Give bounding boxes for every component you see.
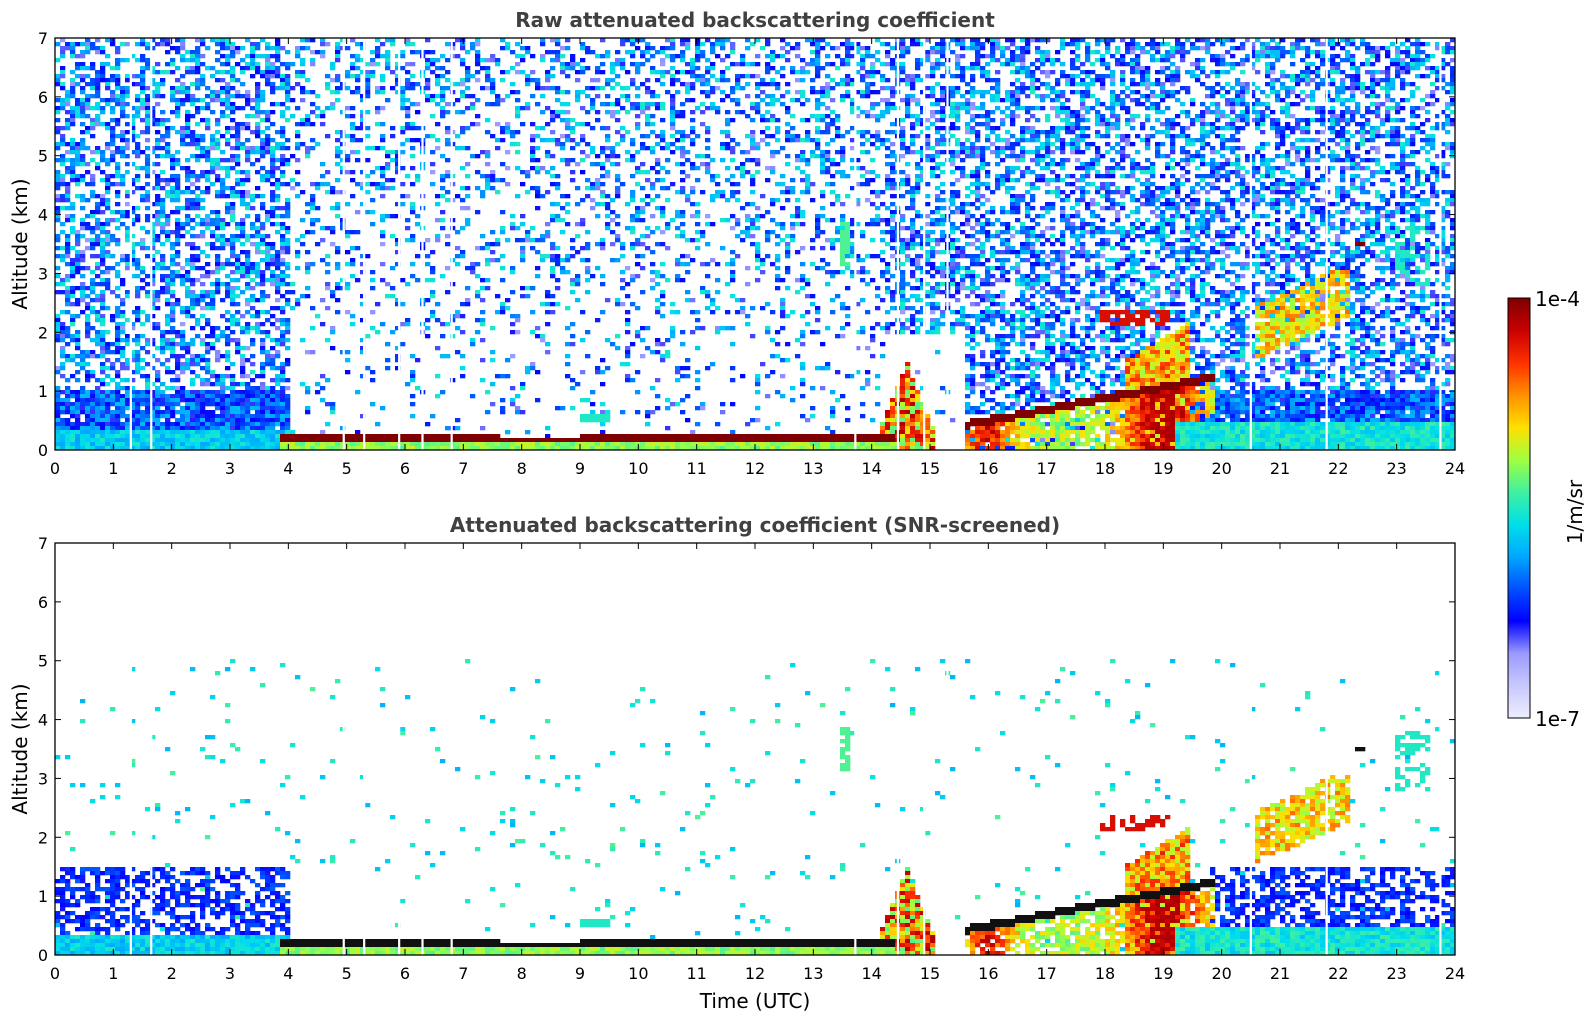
x-tick-label: 0 bbox=[50, 459, 60, 478]
x-tick-label: 0 bbox=[50, 964, 60, 983]
x-tick-label: 15 bbox=[920, 964, 940, 983]
x-tick-label: 2 bbox=[167, 964, 177, 983]
colorbar-unit-label: 1/m/sr bbox=[1563, 479, 1587, 544]
x-tick-label: 23 bbox=[1386, 964, 1406, 983]
x-tick-label: 13 bbox=[803, 964, 823, 983]
heatmap-raw bbox=[55, 38, 1455, 450]
axes-screened: 0 1 2 3 4 5 6 7 8 9 10 11 12 13 14 15 16 17 18 19 20 21 22 23 24… bbox=[38, 534, 1465, 983]
y-tick-label: 2 bbox=[38, 323, 48, 342]
x-tick-label: 5 bbox=[342, 459, 352, 478]
y-tick-label: 7 bbox=[38, 29, 48, 48]
x-tick-label: 21 bbox=[1270, 964, 1290, 983]
colorbar-gradient bbox=[1507, 297, 1531, 719]
x-tick-label: 24 bbox=[1445, 964, 1465, 983]
panel-raw-title: Raw attenuated backscattering coefficien… bbox=[515, 8, 995, 32]
x-tick-label: 22 bbox=[1328, 459, 1348, 478]
panel-screened-title: Attenuated backscattering coefficient (S… bbox=[450, 513, 1060, 537]
x-tick-label: 3 bbox=[225, 459, 235, 478]
panel-screened: Attenuated backscattering coefficient (S… bbox=[8, 513, 1465, 1013]
x-tick-label: 5 bbox=[342, 964, 352, 983]
y-tick-label: 0 bbox=[38, 441, 48, 460]
x-tick-label: 4 bbox=[283, 459, 293, 478]
y-tick-label: 5 bbox=[38, 147, 48, 166]
axes-raw: 0 1 2 3 4 5 6 7 8 9 10 11 12 13 14 15 16 17 18 19 20 21 22 23 24… bbox=[38, 29, 1465, 478]
y-tick-label: 3 bbox=[38, 769, 48, 788]
y-tick-label: 6 bbox=[38, 593, 48, 612]
x-tick-label: 8 bbox=[517, 459, 527, 478]
panel-raw: Raw attenuated backscattering coefficien… bbox=[8, 8, 1465, 478]
x-tick-label: 13 bbox=[803, 459, 823, 478]
heatmap-screened bbox=[55, 543, 1455, 955]
x-tick-label: 22 bbox=[1328, 964, 1348, 983]
x-tick-label: 11 bbox=[686, 459, 706, 478]
x-tick-label: 18 bbox=[1095, 964, 1115, 983]
x-tick-label: 3 bbox=[225, 964, 235, 983]
y-tick-label: 0 bbox=[38, 946, 48, 965]
x-tick-label: 9 bbox=[575, 459, 585, 478]
x-tick-label: 14 bbox=[861, 964, 881, 983]
x-tick-label: 16 bbox=[978, 964, 998, 983]
x-tick-label: 10 bbox=[628, 964, 648, 983]
colorbar-max-label: 1e-4 bbox=[1535, 287, 1580, 311]
y-tick-label: 4 bbox=[38, 206, 48, 225]
x-tick-label: 20 bbox=[1211, 964, 1231, 983]
x-tick-label: 11 bbox=[686, 964, 706, 983]
x-tick-label: 20 bbox=[1211, 459, 1231, 478]
y-tick-label: 7 bbox=[38, 534, 48, 553]
y-axis-label-screened: Altitude (km) bbox=[8, 683, 32, 814]
x-tick-label: 19 bbox=[1153, 964, 1173, 983]
x-tick-label: 7 bbox=[458, 964, 468, 983]
x-axis-label: Time (UTC) bbox=[699, 989, 811, 1013]
x-tick-label: 1 bbox=[108, 964, 118, 983]
x-tick-label: 16 bbox=[978, 459, 998, 478]
x-tick-label: 24 bbox=[1445, 459, 1465, 478]
x-tick-label: 6 bbox=[400, 459, 410, 478]
y-tick-label: 3 bbox=[38, 264, 48, 283]
x-tick-label: 2 bbox=[167, 459, 177, 478]
x-tick-label: 17 bbox=[1036, 964, 1056, 983]
y-tick-label: 6 bbox=[38, 88, 48, 107]
x-tick-label: 19 bbox=[1153, 459, 1173, 478]
x-tick-label: 4 bbox=[283, 964, 293, 983]
x-tick-label: 6 bbox=[400, 964, 410, 983]
y-axis-label-raw: Altitude (km) bbox=[8, 178, 32, 309]
y-tick-label: 4 bbox=[38, 711, 48, 730]
x-tick-label: 8 bbox=[517, 964, 527, 983]
x-tick-label: 18 bbox=[1095, 459, 1115, 478]
x-tick-label: 14 bbox=[861, 459, 881, 478]
y-tick-label: 1 bbox=[38, 382, 48, 401]
y-tick-label: 5 bbox=[38, 652, 48, 671]
x-tick-label: 10 bbox=[628, 459, 648, 478]
x-tick-label: 12 bbox=[745, 459, 765, 478]
x-tick-label: 21 bbox=[1270, 459, 1290, 478]
y-tick-label: 2 bbox=[38, 828, 48, 847]
y-tick-label: 1 bbox=[38, 887, 48, 906]
x-tick-label: 15 bbox=[920, 459, 940, 478]
x-tick-label: 12 bbox=[745, 964, 765, 983]
x-tick-label: 17 bbox=[1036, 459, 1056, 478]
colorbar: 1e-4 1e-7 1/m/sr bbox=[1507, 287, 1587, 731]
x-tick-label: 23 bbox=[1386, 459, 1406, 478]
colorbar-min-label: 1e-7 bbox=[1535, 707, 1580, 731]
x-tick-label: 1 bbox=[108, 459, 118, 478]
x-tick-label: 9 bbox=[575, 964, 585, 983]
x-tick-label: 7 bbox=[458, 459, 468, 478]
